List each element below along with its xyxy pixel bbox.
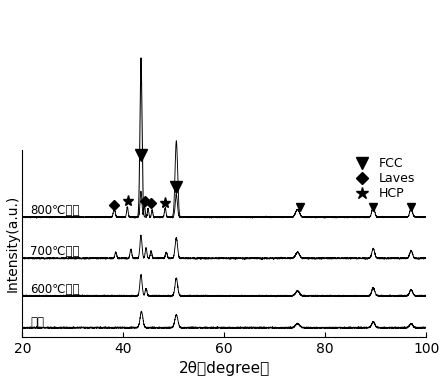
Text: 600℃退火: 600℃退火	[30, 283, 79, 296]
Text: 铸态: 铸态	[30, 316, 44, 330]
X-axis label: 2θ（degree）: 2θ（degree）	[179, 361, 270, 376]
Text: 700℃退火: 700℃退火	[30, 245, 79, 258]
Legend: FCC, Laves, HCP: FCC, Laves, HCP	[345, 152, 420, 205]
Y-axis label: Intensity(a.u.): Intensity(a.u.)	[5, 195, 20, 292]
Text: 800℃退火: 800℃退火	[30, 204, 79, 217]
